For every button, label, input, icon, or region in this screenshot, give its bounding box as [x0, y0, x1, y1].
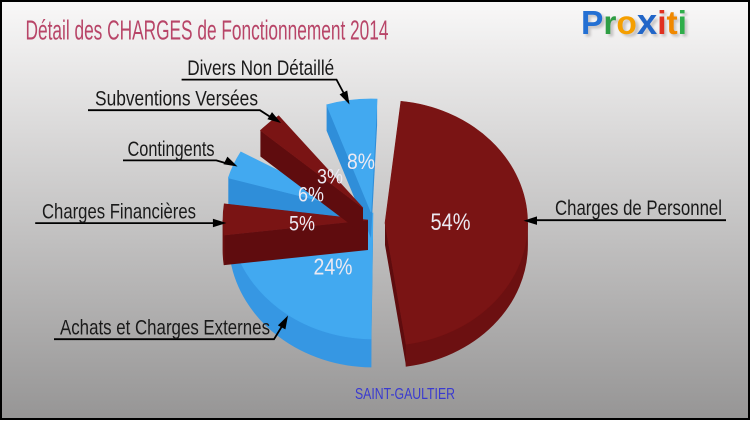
svg-text:Subventions Versées: Subventions Versées [95, 88, 258, 111]
svg-text:Achats et Charges Externes: Achats et Charges Externes [60, 317, 270, 340]
svg-text:Charges de Personnel: Charges de Personnel [555, 197, 722, 220]
svg-text:Divers Non Détaillé: Divers Non Détaillé [187, 57, 334, 80]
svg-text:Charges Financières: Charges Financières [42, 201, 196, 224]
svg-text:3%: 3% [317, 165, 343, 188]
svg-text:6%: 6% [298, 184, 324, 207]
svg-text:SAINT-GAULTIER: SAINT-GAULTIER [355, 386, 455, 403]
svg-text:8%: 8% [347, 149, 375, 174]
svg-text:Proxiti: Proxiti [584, 7, 690, 44]
svg-text:54%: 54% [431, 209, 471, 236]
svg-text:5%: 5% [289, 213, 315, 236]
svg-text:Proxiti: Proxiti [581, 1, 687, 42]
svg-text:Contingents: Contingents [128, 138, 215, 161]
svg-text:24%: 24% [314, 254, 353, 280]
svg-text:Détail des CHARGES de Fonction: Détail des CHARGES de Fonctionnement 201… [26, 15, 389, 46]
